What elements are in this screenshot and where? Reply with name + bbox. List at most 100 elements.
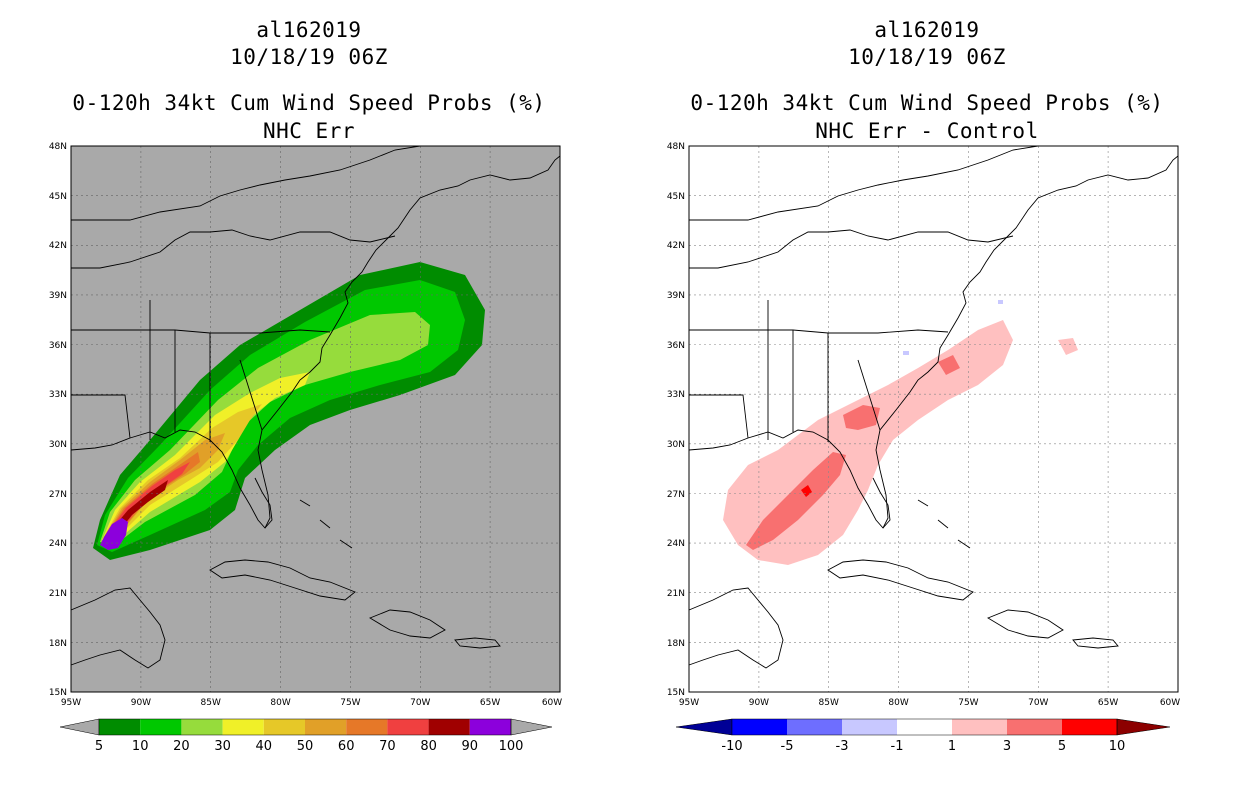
lon-label: 90W xyxy=(131,698,151,708)
colorbar-label: -1 xyxy=(891,739,904,754)
colorbar-label: 5 xyxy=(95,739,103,754)
lat-axis-labels: 48N 45N 42N 39N 36N 33N 30N 27N 24N 21N … xyxy=(667,142,685,698)
lat-label: 48N xyxy=(667,142,685,152)
lat-axis-labels: 48N 45N 42N 39N 36N 33N 30N 27N 24N 21N … xyxy=(49,142,67,698)
colorbar-end-left xyxy=(675,718,733,736)
lon-label: 70W xyxy=(1028,698,1048,708)
datetime: 10/18/19 06Z xyxy=(848,45,1006,69)
lon-axis-labels: 95W 90W 85W 80W 75W 70W 65W 60W xyxy=(61,698,562,708)
map-figure: 48N 45N 42N 39N 36N 33N 30N 27N 24N 21N … xyxy=(49,142,562,754)
difference-field xyxy=(723,300,1078,565)
lon-label: 85W xyxy=(819,698,839,708)
diff-1-to-3 xyxy=(1058,338,1078,355)
swath-90pct xyxy=(100,518,128,550)
lon-label: 95W xyxy=(679,698,699,708)
diff-3-to-5 xyxy=(938,355,960,375)
colorbar-swatch xyxy=(222,719,264,735)
lon-label: 95W xyxy=(61,698,81,708)
colorbar-swatch xyxy=(387,719,429,735)
colorbar-swatch xyxy=(305,719,347,735)
lat-label: 45N xyxy=(49,192,67,202)
lat-label: 27N xyxy=(49,490,67,500)
lat-label: 33N xyxy=(667,390,685,400)
colorbar: 5 10 20 30 40 50 60 70 80 90 100 xyxy=(59,718,553,754)
coastlines xyxy=(70,145,561,669)
product-title: 0-120h 34kt Cum Wind Speed Probs (%) xyxy=(690,91,1164,115)
colorbar-swatch xyxy=(263,719,305,735)
panel-nhc-err-minus-control: al162019 10/18/19 06Z 0-120h 34kt Cum Wi… xyxy=(618,0,1236,800)
colorbar-label: 1 xyxy=(948,739,956,754)
panel-nhc-err: al162019 10/18/19 06Z 0-120h 34kt Cum Wi… xyxy=(49,18,562,754)
lon-label: 80W xyxy=(888,698,908,708)
lat-label: 33N xyxy=(49,390,67,400)
colorbar-label: 10 xyxy=(1109,739,1126,754)
colorbar-swatch xyxy=(897,719,952,735)
colorbar-label: 40 xyxy=(256,739,273,754)
colorbar-label: 3 xyxy=(1003,739,1011,754)
map-frame xyxy=(70,145,561,693)
diff-minus-1-to-minus-3 xyxy=(903,351,909,355)
lon-label: 60W xyxy=(1160,698,1180,708)
colorbar-label: 80 xyxy=(420,739,437,754)
colorbar-label: 60 xyxy=(338,739,355,754)
colorbar-swatch xyxy=(346,719,388,735)
colorbar-swatch xyxy=(469,719,511,735)
lat-label: 24N xyxy=(49,539,67,549)
lat-label: 36N xyxy=(49,341,67,351)
colorbar-label: 50 xyxy=(297,739,314,754)
colorbar-swatch xyxy=(1007,719,1062,735)
colorbar-swatch xyxy=(842,719,897,735)
lat-label: 30N xyxy=(49,440,67,450)
lat-label: 45N xyxy=(667,192,685,202)
colorbar-swatch xyxy=(99,719,141,735)
colorbar: -10 -5 -3 -1 1 3 5 10 xyxy=(675,718,1171,754)
lat-label: 42N xyxy=(49,241,67,251)
colorbar-label: -5 xyxy=(781,739,794,754)
map-background xyxy=(689,146,1178,692)
diff-minus-1-to-minus-3 xyxy=(998,300,1003,304)
colorbar-label: 70 xyxy=(379,739,396,754)
lat-label: 15N xyxy=(667,688,685,698)
colorbar-swatch xyxy=(181,719,223,735)
lon-label: 80W xyxy=(270,698,290,708)
storm-id: al162019 xyxy=(874,18,980,42)
product-title: 0-120h 34kt Cum Wind Speed Probs (%) xyxy=(72,91,546,115)
colorbar-label: 90 xyxy=(462,739,479,754)
colorbar-swatch xyxy=(428,719,470,735)
colorbar-swatch xyxy=(952,719,1007,735)
lon-label: 65W xyxy=(480,698,500,708)
lat-label: 39N xyxy=(667,291,685,301)
colorbar-label: 5 xyxy=(1058,739,1066,754)
map-figure: 48N 45N 42N 39N 36N 33N 30N 27N 24N 21N … xyxy=(667,142,1180,754)
subtitle: NHC Err xyxy=(262,119,355,143)
colorbar-label: 30 xyxy=(214,739,231,754)
lat-label: 36N xyxy=(667,341,685,351)
lat-label: 18N xyxy=(667,639,685,649)
lon-label: 75W xyxy=(340,698,360,708)
lon-label: 90W xyxy=(749,698,769,708)
lon-label: 60W xyxy=(542,698,562,708)
lon-label: 65W xyxy=(1098,698,1118,708)
colorbar-swatch xyxy=(140,719,182,735)
diff-3-to-5 xyxy=(746,452,846,550)
lon-axis-labels: 95W 90W 85W 80W 75W 70W 65W 60W xyxy=(679,698,1180,708)
colorbar-swatch xyxy=(732,719,787,735)
lat-label: 21N xyxy=(667,589,685,599)
map-frame xyxy=(688,145,1179,693)
colorbar-end-right xyxy=(1116,718,1171,736)
colorbar-end-right xyxy=(510,718,553,736)
colorbar-label: 100 xyxy=(499,739,524,754)
storm-id: al162019 xyxy=(256,18,362,42)
lat-label: 21N xyxy=(49,589,67,599)
lon-label: 70W xyxy=(410,698,430,708)
colorbar-swatch xyxy=(1062,719,1117,735)
lat-label: 24N xyxy=(667,539,685,549)
lat-label: 18N xyxy=(49,639,67,649)
datetime: 10/18/19 06Z xyxy=(230,45,388,69)
lon-label: 85W xyxy=(201,698,221,708)
colorbar-label: 10 xyxy=(132,739,149,754)
colorbar-label: -10 xyxy=(721,739,742,754)
lat-label: 42N xyxy=(667,241,685,251)
diff-5-to-10 xyxy=(801,485,812,497)
lat-label: 27N xyxy=(667,490,685,500)
